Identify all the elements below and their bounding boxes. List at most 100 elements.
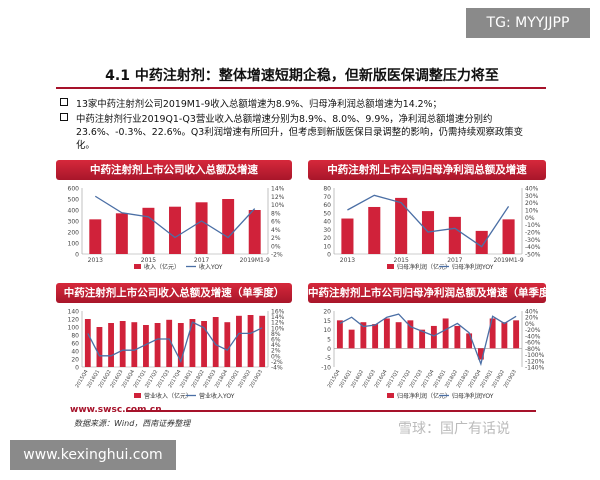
y-tick-label-right: 14% [271, 314, 285, 321]
watermark-site-label: www.kexinghui.com [10, 440, 176, 470]
bar [502, 219, 515, 254]
y-tick-label-left: 20 [323, 309, 331, 316]
y-tick-label-right: -100% [525, 352, 545, 359]
y-tick-label-right: -40% [525, 333, 541, 340]
chart-title-band: 中药注射剂上市公司收入总额及增速 [56, 160, 292, 180]
bar [143, 325, 149, 367]
bullet-text: 13家中药注射剂公司2019M1-9收入总额增速为8.9%、归母净利润总额增速为… [76, 99, 442, 110]
bar [372, 324, 379, 349]
bar [348, 329, 355, 349]
bar [142, 207, 155, 254]
bullet-text: 中药注射剂行业2019Q1-Q3营业收入总额增速分别为8.9%、8.0%、9.9… [76, 114, 523, 151]
y-tick-label-left: 15 [323, 318, 331, 325]
yoy-line [339, 313, 517, 367]
bar [212, 317, 219, 367]
bar [513, 320, 520, 349]
x-tick-label: 2017 [194, 257, 209, 264]
y-tick-label-right: -2% [271, 359, 283, 366]
y-tick-label-right: 40% [525, 186, 539, 193]
y-tick-label-left: 40 [71, 349, 79, 356]
y-tick-label-right: 0% [271, 243, 281, 250]
y-tick-label-left: 200 [68, 230, 80, 237]
legend-swatch-bar [134, 264, 141, 269]
revenue-annual-chart: 0 100 200 300 400 500 600 -2% 0%2%4%6% 8%10%12%14… [68, 186, 285, 272]
legend-label: 营业收入（亿元） [144, 392, 192, 400]
bar [454, 325, 461, 349]
legend-swatch-bar [134, 393, 141, 398]
bar [383, 318, 390, 349]
y-tick-label-right: -30% [525, 237, 541, 244]
y-tick-label-right: 0% [271, 353, 281, 360]
y-tick-label-left: 0 [327, 252, 331, 259]
yoy-line [94, 195, 256, 239]
y-tick-label-right: -10% [525, 222, 541, 229]
y-tick-label-left: -5 [325, 355, 331, 362]
bar [248, 210, 261, 254]
profit-quarterly-chart: -10 -5 0 5 10 15 20 -140%-120%-100%-80%-60%-40%… [321, 309, 545, 401]
y-tick-label-right: 30% [525, 193, 539, 200]
bar [336, 320, 343, 349]
bar [466, 333, 473, 349]
y-tick-label-left: 5 [327, 337, 331, 344]
slide-title: 4.1 中药注射剂：整体增速短期企稳，但新版医保调整压力将至 [105, 68, 499, 84]
square-bullet-icon [60, 113, 68, 121]
bar [236, 315, 242, 367]
bar [430, 325, 437, 349]
bar [368, 206, 381, 254]
y-tick-label-right: 6% [271, 219, 281, 226]
y-tick-label-right: 0% [525, 321, 535, 328]
y-tick-label-right: -60% [525, 340, 541, 347]
legend-label: 归母净利润YOY [452, 392, 494, 400]
y-tick-label-left: 10 [323, 243, 331, 250]
bar [201, 321, 207, 367]
y-tick-label-left: 100 [68, 241, 80, 248]
bar [395, 322, 402, 349]
yoy-line [87, 321, 263, 364]
bar [501, 322, 508, 349]
y-tick-label-left: 60 [71, 341, 79, 348]
y-tick-label-left: 400 [68, 208, 80, 215]
bar [96, 327, 103, 367]
bar [489, 318, 496, 349]
x-tick-label: 2013 [340, 257, 355, 264]
y-tick-label-right: 4% [271, 227, 281, 234]
legend-swatch-bar [387, 264, 394, 269]
bar [395, 197, 408, 254]
y-tick-label-left: 0 [327, 346, 331, 353]
bar [131, 322, 138, 367]
footer-url: www.swsc.com.cn [70, 405, 162, 415]
y-tick-label-left: 20 [71, 357, 79, 364]
y-tick-label-left: 30 [323, 227, 331, 234]
y-tick-label-right: 8% [271, 331, 281, 338]
bar [108, 323, 114, 367]
footer-divider [126, 410, 536, 412]
y-tick-label-left: 300 [68, 219, 80, 226]
y-tick-label-right: 16% [271, 309, 285, 316]
bar [84, 319, 91, 367]
y-tick-label-right: 6% [271, 337, 281, 344]
y-tick-label-left: 80 [71, 333, 79, 340]
y-tick-label-left: 10 [323, 327, 331, 334]
report-slide: 4.1 中药注射剂：整体增速短期企稳，但新版医保调整压力将至 13家中药注射剂公… [52, 60, 560, 435]
legend-swatch-bar [387, 393, 394, 398]
y-tick-label-right: 14% [271, 186, 285, 193]
y-tick-label-right: 40% [525, 309, 539, 316]
y-tick-label-right: 2% [271, 348, 281, 355]
x-tick-label: 2019M1-9 [240, 257, 270, 264]
watermark-xueqiu: 雪球：国广有话说 [398, 421, 510, 437]
bar [195, 202, 208, 254]
bar [119, 321, 126, 367]
y-tick-label-left: 0 [75, 252, 79, 259]
bar [360, 322, 367, 349]
x-tick-label: 2017 [447, 257, 462, 264]
y-tick-label-right: -20% [525, 327, 541, 334]
bar [177, 323, 184, 367]
bar [448, 216, 461, 254]
y-tick-label-right: 10% [525, 208, 539, 215]
chart-title: 中药注射剂上市公司归母净利润总额及增速（单季度） [308, 287, 560, 299]
y-tick-label-right: -140% [525, 365, 545, 372]
bar [224, 322, 231, 367]
legend-label: 收入（亿元） [144, 263, 180, 271]
bar [222, 199, 235, 254]
